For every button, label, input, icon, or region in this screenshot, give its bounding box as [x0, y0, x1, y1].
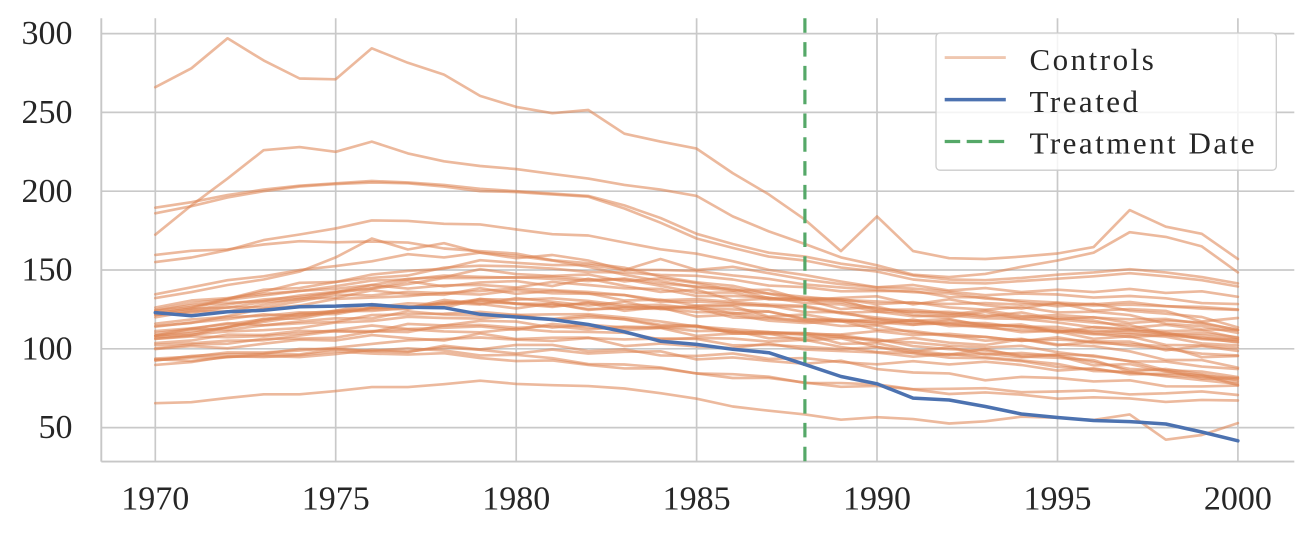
svg-text:300: 300 [22, 15, 73, 52]
svg-text:1975: 1975 [302, 481, 370, 518]
svg-text:1990: 1990 [843, 481, 911, 518]
svg-text:50: 50 [39, 409, 73, 446]
svg-text:Controls: Controls [1030, 42, 1157, 77]
svg-text:100: 100 [22, 330, 73, 367]
svg-text:Treatment Date: Treatment Date [1030, 126, 1258, 161]
svg-text:1970: 1970 [121, 481, 189, 518]
svg-text:1985: 1985 [663, 481, 731, 518]
svg-text:200: 200 [22, 173, 73, 210]
svg-text:1995: 1995 [1024, 481, 1092, 518]
svg-text:1980: 1980 [482, 481, 550, 518]
svg-text:150: 150 [22, 252, 73, 289]
svg-text:2000: 2000 [1204, 481, 1272, 518]
svg-text:250: 250 [22, 94, 73, 131]
svg-text:Treated: Treated [1030, 84, 1141, 119]
